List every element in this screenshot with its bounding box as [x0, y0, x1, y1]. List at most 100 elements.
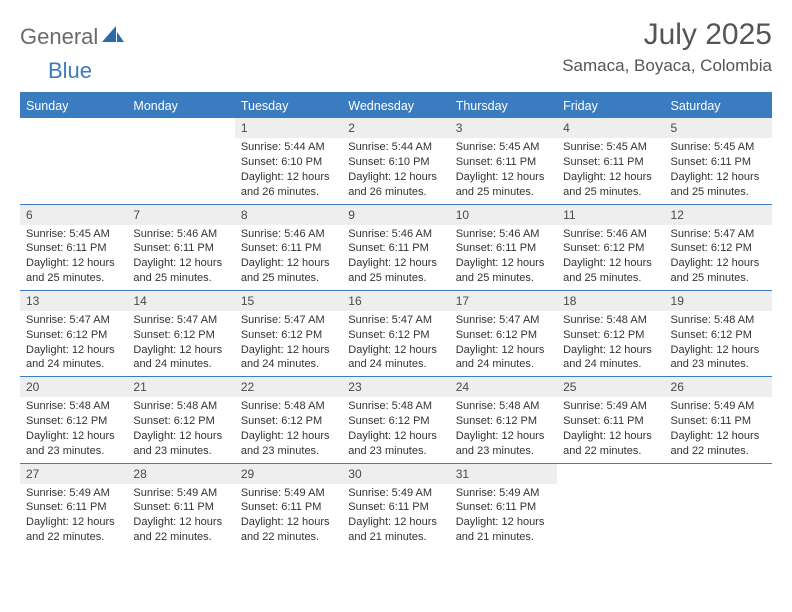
calendar-day-cell: 11Sunrise: 5:46 AMSunset: 6:12 PMDayligh…: [557, 204, 664, 290]
day-number: 1: [235, 118, 342, 138]
day-details: Sunrise: 5:46 AMSunset: 6:11 PMDaylight:…: [235, 225, 342, 290]
day-number: 12: [665, 205, 772, 225]
weekday-header: Tuesday: [235, 93, 342, 118]
sunrise-text: Sunrise: 5:47 AM: [671, 227, 766, 242]
calendar-week-row: 6Sunrise: 5:45 AMSunset: 6:11 PMDaylight…: [20, 204, 772, 290]
day-details: Sunrise: 5:45 AMSunset: 6:11 PMDaylight:…: [20, 225, 127, 290]
calendar-day-cell: [127, 118, 234, 204]
calendar-week-row: 13Sunrise: 5:47 AMSunset: 6:12 PMDayligh…: [20, 290, 772, 376]
day-number: 10: [450, 205, 557, 225]
calendar-day-cell: 30Sunrise: 5:49 AMSunset: 6:11 PMDayligh…: [342, 463, 449, 549]
sunrise-text: Sunrise: 5:49 AM: [26, 486, 121, 501]
day-number: 4: [557, 118, 664, 138]
calendar-day-cell: [665, 463, 772, 549]
calendar-day-cell: 14Sunrise: 5:47 AMSunset: 6:12 PMDayligh…: [127, 290, 234, 376]
day-number: 16: [342, 291, 449, 311]
sunrise-text: Sunrise: 5:49 AM: [671, 399, 766, 414]
sunset-text: Sunset: 6:12 PM: [456, 414, 551, 429]
day-number: 18: [557, 291, 664, 311]
sunrise-text: Sunrise: 5:49 AM: [456, 486, 551, 501]
calendar-day-cell: 13Sunrise: 5:47 AMSunset: 6:12 PMDayligh…: [20, 290, 127, 376]
daylight-text: Daylight: 12 hours and 22 minutes.: [671, 429, 766, 459]
day-details: Sunrise: 5:49 AMSunset: 6:11 PMDaylight:…: [20, 484, 127, 549]
day-number: 26: [665, 377, 772, 397]
day-number: 11: [557, 205, 664, 225]
sunrise-text: Sunrise: 5:47 AM: [241, 313, 336, 328]
sunrise-text: Sunrise: 5:49 AM: [563, 399, 658, 414]
day-details: Sunrise: 5:47 AMSunset: 6:12 PMDaylight:…: [450, 311, 557, 376]
daylight-text: Daylight: 12 hours and 22 minutes.: [26, 515, 121, 545]
day-details: Sunrise: 5:46 AMSunset: 6:11 PMDaylight:…: [342, 225, 449, 290]
daylight-text: Daylight: 12 hours and 25 minutes.: [26, 256, 121, 286]
day-number: 30: [342, 464, 449, 484]
daylight-text: Daylight: 12 hours and 23 minutes.: [348, 429, 443, 459]
day-details: Sunrise: 5:49 AMSunset: 6:11 PMDaylight:…: [557, 397, 664, 462]
calendar-day-cell: 17Sunrise: 5:47 AMSunset: 6:12 PMDayligh…: [450, 290, 557, 376]
day-details: Sunrise: 5:44 AMSunset: 6:10 PMDaylight:…: [235, 138, 342, 203]
day-number: 6: [20, 205, 127, 225]
daylight-text: Daylight: 12 hours and 26 minutes.: [348, 170, 443, 200]
day-details: Sunrise: 5:47 AMSunset: 6:12 PMDaylight:…: [342, 311, 449, 376]
calendar-week-row: 27Sunrise: 5:49 AMSunset: 6:11 PMDayligh…: [20, 463, 772, 549]
calendar-table: Sunday Monday Tuesday Wednesday Thursday…: [20, 92, 772, 549]
day-details: Sunrise: 5:46 AMSunset: 6:12 PMDaylight:…: [557, 225, 664, 290]
calendar-day-cell: 18Sunrise: 5:48 AMSunset: 6:12 PMDayligh…: [557, 290, 664, 376]
sunrise-text: Sunrise: 5:47 AM: [26, 313, 121, 328]
daylight-text: Daylight: 12 hours and 23 minutes.: [671, 343, 766, 373]
sunset-text: Sunset: 6:11 PM: [671, 414, 766, 429]
daylight-text: Daylight: 12 hours and 23 minutes.: [133, 429, 228, 459]
sunset-text: Sunset: 6:12 PM: [241, 414, 336, 429]
day-number: 20: [20, 377, 127, 397]
daylight-text: Daylight: 12 hours and 25 minutes.: [133, 256, 228, 286]
sunset-text: Sunset: 6:11 PM: [241, 500, 336, 515]
daylight-text: Daylight: 12 hours and 22 minutes.: [133, 515, 228, 545]
daylight-text: Daylight: 12 hours and 23 minutes.: [26, 429, 121, 459]
daylight-text: Daylight: 12 hours and 25 minutes.: [241, 256, 336, 286]
calendar-day-cell: 2Sunrise: 5:44 AMSunset: 6:10 PMDaylight…: [342, 118, 449, 204]
sunrise-text: Sunrise: 5:47 AM: [456, 313, 551, 328]
weekday-header-row: Sunday Monday Tuesday Wednesday Thursday…: [20, 93, 772, 118]
calendar-day-cell: 5Sunrise: 5:45 AMSunset: 6:11 PMDaylight…: [665, 118, 772, 204]
daylight-text: Daylight: 12 hours and 25 minutes.: [456, 170, 551, 200]
day-details: Sunrise: 5:49 AMSunset: 6:11 PMDaylight:…: [450, 484, 557, 549]
day-details: Sunrise: 5:47 AMSunset: 6:12 PMDaylight:…: [235, 311, 342, 376]
weekday-header: Sunday: [20, 93, 127, 118]
sunset-text: Sunset: 6:12 PM: [563, 328, 658, 343]
location-text: Samaca, Boyaca, Colombia: [562, 56, 772, 76]
daylight-text: Daylight: 12 hours and 26 minutes.: [241, 170, 336, 200]
calendar-day-cell: 7Sunrise: 5:46 AMSunset: 6:11 PMDaylight…: [127, 204, 234, 290]
day-details: Sunrise: 5:45 AMSunset: 6:11 PMDaylight:…: [557, 138, 664, 203]
day-number: 15: [235, 291, 342, 311]
sunset-text: Sunset: 6:12 PM: [133, 414, 228, 429]
month-title: July 2025: [562, 18, 772, 52]
daylight-text: Daylight: 12 hours and 25 minutes.: [563, 256, 658, 286]
day-number: 8: [235, 205, 342, 225]
day-number: 7: [127, 205, 234, 225]
day-details: Sunrise: 5:46 AMSunset: 6:11 PMDaylight:…: [450, 225, 557, 290]
daylight-text: Daylight: 12 hours and 23 minutes.: [241, 429, 336, 459]
day-number: 13: [20, 291, 127, 311]
sunset-text: Sunset: 6:10 PM: [241, 155, 336, 170]
daylight-text: Daylight: 12 hours and 25 minutes.: [563, 170, 658, 200]
logo-text-general: General: [20, 24, 98, 50]
day-details: Sunrise: 5:45 AMSunset: 6:11 PMDaylight:…: [665, 138, 772, 203]
daylight-text: Daylight: 12 hours and 23 minutes.: [456, 429, 551, 459]
calendar-day-cell: 28Sunrise: 5:49 AMSunset: 6:11 PMDayligh…: [127, 463, 234, 549]
sunrise-text: Sunrise: 5:44 AM: [241, 140, 336, 155]
sunrise-text: Sunrise: 5:49 AM: [241, 486, 336, 501]
calendar-day-cell: 6Sunrise: 5:45 AMSunset: 6:11 PMDaylight…: [20, 204, 127, 290]
sunset-text: Sunset: 6:12 PM: [671, 241, 766, 256]
calendar-day-cell: 10Sunrise: 5:46 AMSunset: 6:11 PMDayligh…: [450, 204, 557, 290]
logo: General: [20, 24, 126, 50]
day-details: Sunrise: 5:46 AMSunset: 6:11 PMDaylight:…: [127, 225, 234, 290]
day-details: Sunrise: 5:49 AMSunset: 6:11 PMDaylight:…: [127, 484, 234, 549]
sunrise-text: Sunrise: 5:48 AM: [563, 313, 658, 328]
sunrise-text: Sunrise: 5:45 AM: [456, 140, 551, 155]
sunrise-text: Sunrise: 5:49 AM: [348, 486, 443, 501]
sunrise-text: Sunrise: 5:45 AM: [26, 227, 121, 242]
sunset-text: Sunset: 6:12 PM: [133, 328, 228, 343]
daylight-text: Daylight: 12 hours and 21 minutes.: [456, 515, 551, 545]
sunset-text: Sunset: 6:11 PM: [671, 155, 766, 170]
calendar-day-cell: 19Sunrise: 5:48 AMSunset: 6:12 PMDayligh…: [665, 290, 772, 376]
sunrise-text: Sunrise: 5:45 AM: [563, 140, 658, 155]
